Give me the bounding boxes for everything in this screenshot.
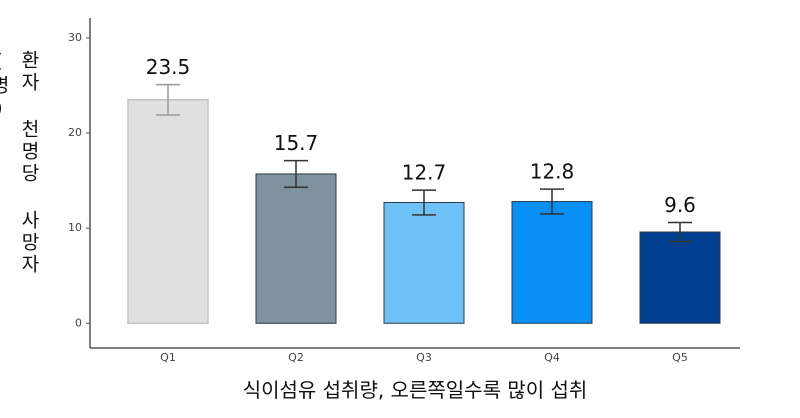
error-bar xyxy=(412,189,436,216)
y-axis-label: 환자 천명당 사망자(명) xyxy=(0,50,40,276)
y-tick-label: 10 xyxy=(68,221,82,234)
value-label: 12.8 xyxy=(530,160,575,184)
error-bar xyxy=(156,83,180,116)
x-tick-label: Q1 xyxy=(160,351,176,364)
y-tick-label: 30 xyxy=(68,31,82,44)
x-tick-label: Q5 xyxy=(672,351,688,364)
bar xyxy=(127,99,209,325)
error-bar xyxy=(668,221,692,243)
value-label: 15.7 xyxy=(274,131,319,155)
value-label: 9.6 xyxy=(664,193,696,217)
x-tick-label: Q4 xyxy=(544,351,560,364)
value-label: 12.7 xyxy=(402,161,447,185)
value-label: 23.5 xyxy=(146,55,191,79)
y-tick-label: 20 xyxy=(68,126,82,139)
bar xyxy=(383,201,465,324)
bar xyxy=(639,231,721,324)
error-bar xyxy=(284,159,308,189)
x-tick-label: Q2 xyxy=(288,351,304,364)
x-axis-label: 식이섬유 섭취량, 오른쪽일수록 많이 섭취 xyxy=(242,378,588,402)
x-tick-label: Q3 xyxy=(416,351,432,364)
y-tick-label: 0 xyxy=(75,316,82,329)
bar xyxy=(511,201,593,324)
bar xyxy=(255,173,337,324)
error-bar xyxy=(540,188,564,215)
